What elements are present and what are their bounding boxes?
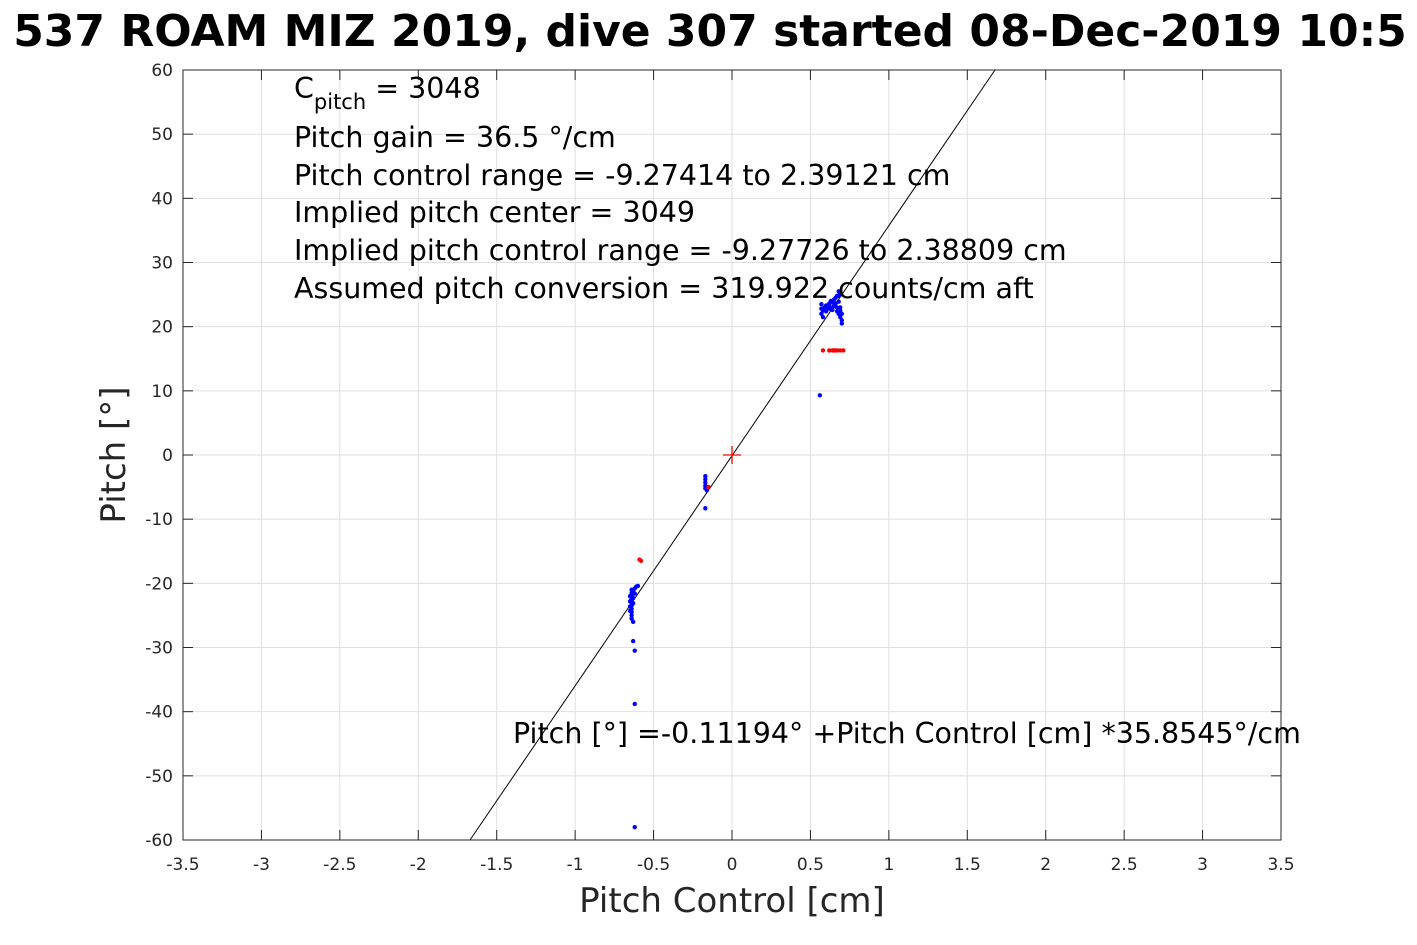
- axis-ticks: -3.5 -3 -2.5 -2 -1.5 -1 -0.5 0 0.5 1 1.5 2 2.5 3 3.5 -6…: [145, 61, 1294, 875]
- x-tick-label: 1.5: [954, 855, 981, 875]
- x-tick-label: 2.5: [1111, 855, 1138, 875]
- blue-data-point: [632, 701, 637, 707]
- red-data-point: [827, 348, 832, 353]
- blue-data-point: [632, 591, 637, 596]
- blue-data-point: [629, 613, 634, 618]
- red-data-point: [838, 348, 843, 353]
- y-axis-label: Pitch [°]: [94, 386, 134, 523]
- x-tick-label: 3: [1197, 855, 1208, 875]
- c-pitch-subscript: pitch: [314, 90, 366, 114]
- y-tick-label: -60: [145, 831, 173, 851]
- y-tick-label: 50: [151, 125, 173, 145]
- blue-data-point: [836, 299, 841, 304]
- x-tick-label: 2: [1040, 855, 1051, 875]
- pitch-gain-annotation: Pitch gain = 36.5 °/cm: [294, 121, 616, 154]
- blue-data-point: [817, 393, 823, 398]
- x-tick-label: -2: [410, 855, 427, 875]
- blue-data-point: [630, 638, 636, 644]
- blue-data-point: [834, 305, 840, 310]
- x-tick-label: -2.5: [323, 855, 356, 875]
- blue-data-point: [839, 321, 844, 326]
- y-tick-label: 0: [162, 446, 173, 466]
- x-tick-label: 3.5: [1267, 855, 1294, 875]
- x-tick-label: 1: [883, 855, 894, 875]
- blue-data-point: [703, 473, 708, 479]
- blue-data-point: [819, 302, 824, 307]
- x-tick-label: 0.5: [797, 855, 824, 875]
- x-axis-label: Pitch Control [cm]: [579, 881, 885, 921]
- y-tick-label: -20: [145, 574, 173, 594]
- grid: [183, 70, 1281, 840]
- y-tick-label: 30: [151, 254, 173, 274]
- red-data-point: [637, 557, 642, 562]
- blue-data-point: [839, 318, 844, 323]
- blue-data-point: [632, 648, 637, 653]
- y-tick-label: 10: [151, 382, 173, 402]
- blue-data-point: [703, 477, 708, 482]
- chart-title: 537 ROAM MIZ 2019, dive 307 started 08-D…: [13, 6, 1407, 57]
- y-tick-label: 20: [151, 318, 173, 338]
- blue-data-point: [830, 307, 835, 313]
- blue-data-point: [839, 311, 844, 317]
- c-pitch-main: C: [294, 72, 314, 105]
- y-tick-label: -50: [145, 767, 173, 787]
- blue-data-point: [838, 305, 843, 310]
- blue-data-point: [836, 289, 841, 294]
- x-tick-label: -1.5: [480, 855, 513, 875]
- blue-data-point: [630, 595, 636, 601]
- blue-data-point: [627, 604, 633, 609]
- blue-data-point: [703, 506, 708, 511]
- x-tick-label: -3: [253, 855, 270, 875]
- implied-range-annotation: Implied pitch control range = -9.27726 t…: [294, 234, 1067, 267]
- c-pitch-annotation: Cpitch = 3048: [294, 72, 481, 114]
- assumed-conversion-annotation: Assumed pitch conversion = 319.922 count…: [294, 272, 1034, 305]
- red-data-point: [834, 348, 840, 353]
- pitch-control-range-annotation: Pitch control range = -9.27414 to 2.3912…: [294, 159, 950, 192]
- data-points: [627, 289, 846, 830]
- y-tick-label: -30: [145, 639, 173, 659]
- center-marker-layer: [723, 446, 741, 464]
- y-tick-label: 40: [151, 189, 173, 209]
- blue-data-point: [627, 608, 633, 614]
- y-tick-label: -10: [145, 510, 173, 530]
- x-tick-label: 0: [727, 855, 738, 875]
- blue-data-point: [823, 309, 829, 314]
- red-data-point: [706, 484, 711, 490]
- y-tick-label: -40: [145, 703, 173, 723]
- red-data-point: [820, 348, 826, 353]
- x-tick-label: -3.5: [166, 855, 199, 875]
- blue-data-point: [632, 824, 637, 830]
- x-tick-label: -1: [567, 855, 584, 875]
- fit-equation-annotation: Pitch [°] =-0.11194° +Pitch Control [cm]…: [513, 717, 1301, 750]
- implied-center-annotation: Implied pitch center = 3049: [294, 196, 695, 229]
- blue-data-point: [630, 619, 636, 625]
- blue-data-point: [635, 583, 641, 589]
- red-data-point: [841, 348, 846, 353]
- x-tick-label: -0.5: [637, 855, 670, 875]
- blue-data-point: [703, 480, 708, 485]
- c-pitch-value: = 3048: [366, 72, 481, 105]
- y-tick-label: 60: [151, 61, 173, 81]
- blue-data-point: [630, 601, 636, 606]
- blue-data-point: [820, 314, 826, 320]
